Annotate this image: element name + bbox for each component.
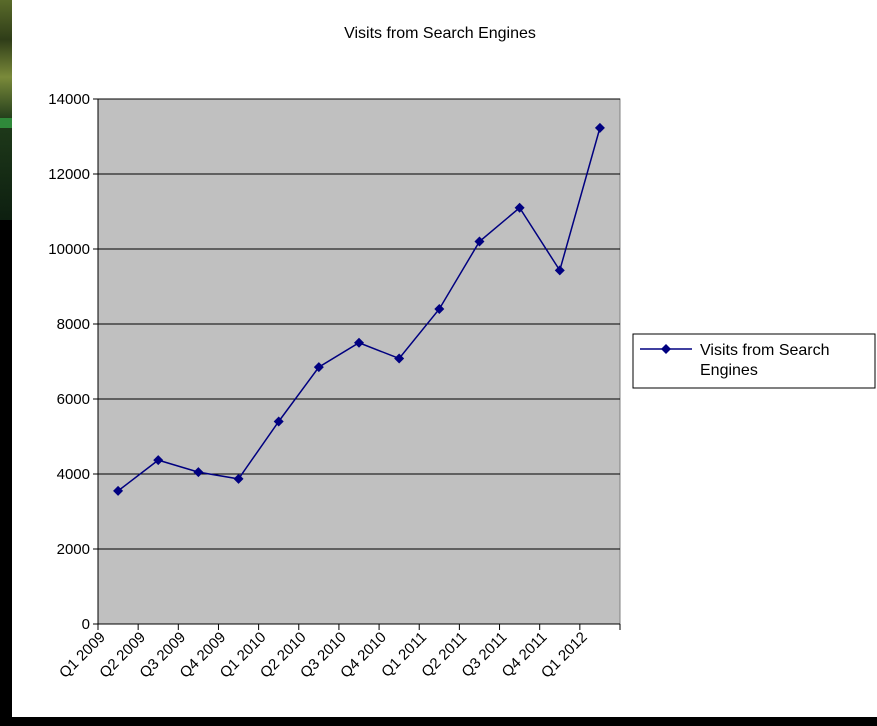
plot-area bbox=[97, 98, 621, 625]
data-point bbox=[153, 455, 164, 466]
chart-title: Visits from Search Engines bbox=[344, 25, 536, 42]
background-photo-strip bbox=[0, 0, 12, 220]
data-point bbox=[354, 337, 364, 348]
data-point bbox=[193, 467, 204, 478]
data-point bbox=[113, 485, 124, 496]
data-point bbox=[394, 353, 405, 364]
background-photo-bar bbox=[0, 118, 12, 128]
y-tick-label: 8000 bbox=[57, 316, 90, 333]
data-point bbox=[554, 265, 565, 276]
data-point bbox=[474, 236, 485, 247]
legend: Visits from Search Engines bbox=[632, 333, 876, 389]
y-tick-label: 12000 bbox=[48, 166, 90, 183]
y-tick-label: 4000 bbox=[57, 466, 90, 483]
data-point bbox=[434, 304, 445, 314]
y-tick-label: 14000 bbox=[48, 91, 90, 108]
legend-label: Visits from Search Engines bbox=[700, 342, 830, 379]
legend-box bbox=[632, 333, 876, 389]
data-point bbox=[514, 202, 525, 213]
y-tick-label: 6000 bbox=[57, 391, 90, 408]
y-tick-label: 2000 bbox=[57, 541, 90, 558]
data-point bbox=[233, 473, 244, 484]
line-chart: Visits from Search Engines 0 2000 4000 6000… bbox=[48, 25, 876, 682]
y-tick-label: 10000 bbox=[48, 241, 90, 258]
chart-frame: Visits from Search Engines 0 2000 4000 6000… bbox=[12, 0, 877, 717]
data-point bbox=[594, 122, 605, 133]
legend-marker bbox=[661, 344, 671, 354]
y-tick-label: 0 bbox=[82, 616, 90, 633]
data-point bbox=[273, 416, 284, 427]
data-point bbox=[313, 362, 324, 373]
